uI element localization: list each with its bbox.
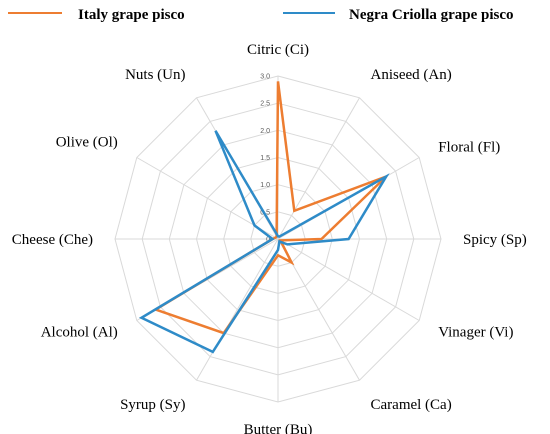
legend-label-negra: Negra Criolla grape pisco	[349, 7, 514, 23]
category-label: Vinager (Vi)	[438, 325, 513, 341]
category-label: Alcohol (Al)	[41, 325, 118, 341]
radar-series	[138, 81, 390, 354]
category-label: Citric (Ci)	[247, 42, 309, 58]
category-label: Nuts (Un)	[125, 67, 185, 83]
category-label: Syrup (Sy)	[120, 397, 185, 413]
grid-spoke	[277, 238, 420, 321]
series-line-0	[152, 81, 388, 335]
category-label: Caramel (Ca)	[371, 397, 452, 413]
legend-label-italy: Italy grape pisco	[78, 7, 185, 23]
category-label: Floral (Fl)	[438, 140, 500, 156]
tick-label: 1.5	[260, 155, 270, 162]
tick-label: 0	[266, 237, 270, 244]
tick-label: 3.0	[260, 74, 270, 81]
category-label: Butter (Bu)	[244, 422, 313, 434]
category-label: Aniseed (An)	[371, 67, 452, 83]
category-label: Olive (Ol)	[56, 135, 118, 151]
tick-label: 2.5	[260, 101, 270, 108]
category-label: Spicy (Sp)	[463, 232, 527, 248]
grid-spoke	[277, 97, 360, 240]
grid-spoke	[196, 238, 279, 381]
series-line-1	[138, 130, 390, 354]
legend: Italy grape pisco Negra Criolla grape pi…	[8, 7, 514, 23]
category-labels: Citric (Ci) Aniseed (An) Floral (Fl) Spicy …	[12, 42, 527, 434]
tick-label: 1.0	[260, 182, 270, 189]
tick-label: 2.0	[260, 128, 270, 135]
category-label: Cheese (Che)	[12, 232, 93, 248]
